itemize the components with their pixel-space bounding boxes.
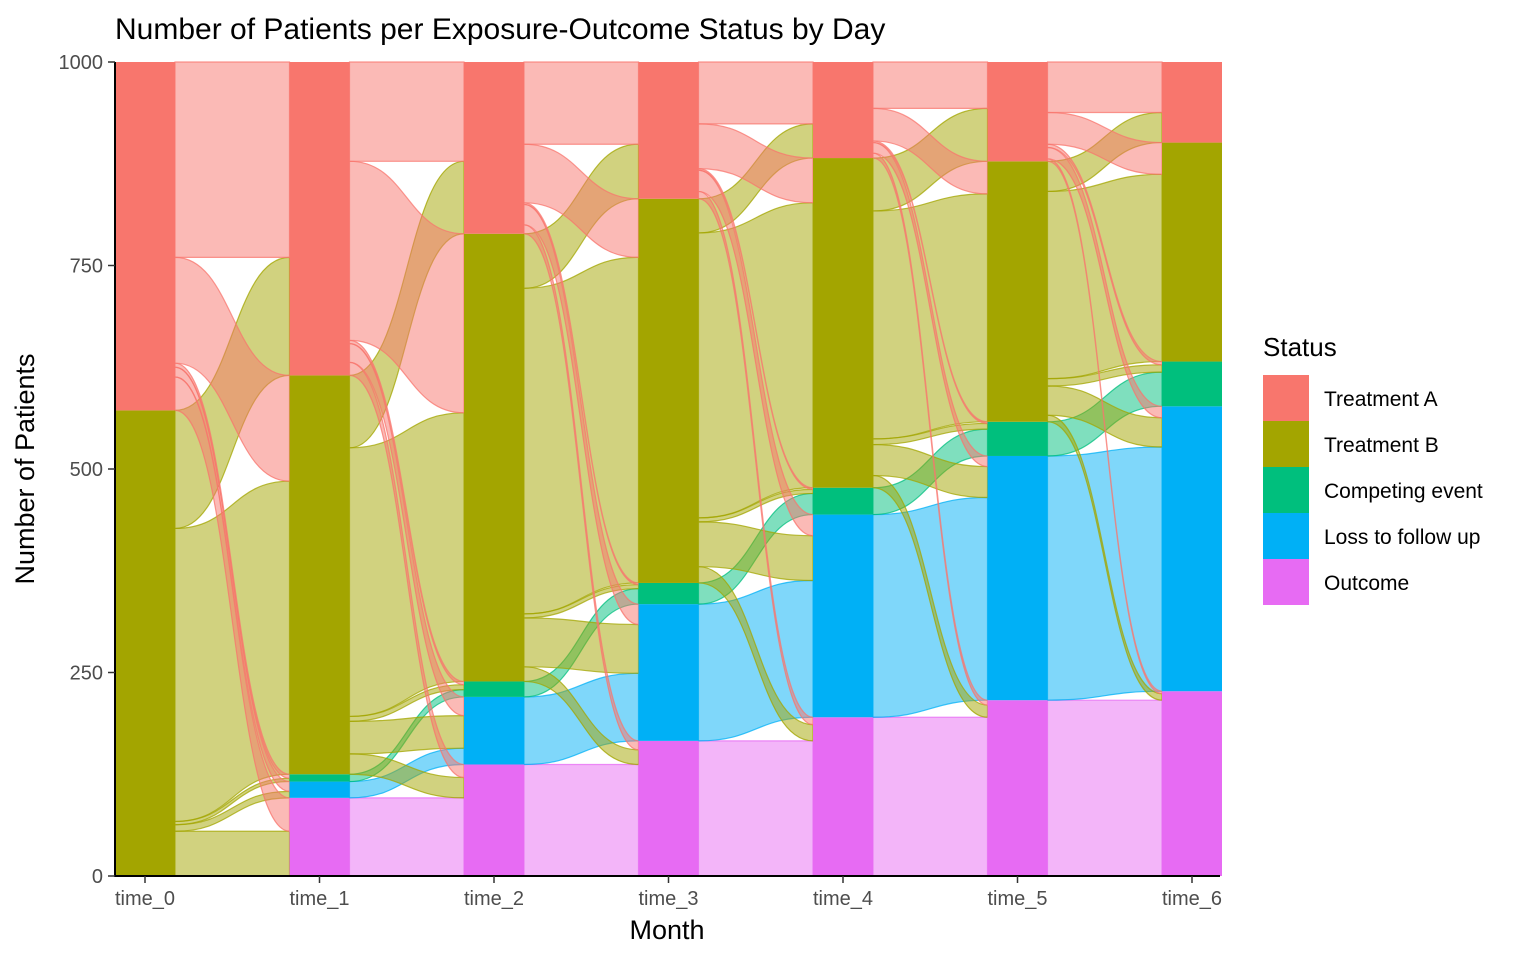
stratum-outcome-time_3 bbox=[638, 740, 699, 876]
legend-swatch-loss-to-follow-up bbox=[1263, 513, 1309, 559]
x-ticks: time_0 time_1 time_2 time_3 time_4 time_5 time… bbox=[115, 876, 1222, 910]
flow-treatment-a-to-treatment-a-time_5 bbox=[1046, 61, 1163, 114]
flow-outcome-to-outcome-time_5 bbox=[1046, 699, 1163, 877]
x-tick-label: time_4 bbox=[813, 888, 873, 910]
flow-layer bbox=[174, 61, 1163, 877]
stratum-treatment-b-time_6 bbox=[1162, 142, 1222, 362]
legend-label-treatment-b: Treatment B bbox=[1324, 434, 1439, 457]
stratum-outcome-time_5 bbox=[987, 700, 1048, 876]
flow-loss-to-follow-up-to-loss-to-follow-up-time_5 bbox=[1046, 446, 1163, 701]
stratum-outcome-time_6 bbox=[1162, 691, 1222, 876]
flow-treatment-a-to-treatment-a-time_4 bbox=[872, 61, 989, 109]
x-axis-label: Month bbox=[629, 915, 704, 945]
x-tick-label: time_0 bbox=[115, 888, 175, 910]
legend-label-loss-to-follow-up: Loss to follow up bbox=[1324, 526, 1480, 549]
flow-treatment-b-to-outcome-time_0 bbox=[174, 830, 291, 877]
flow-outcome-to-outcome-time_3 bbox=[697, 740, 814, 877]
flow-treatment-a-to-treatment-a-time_3 bbox=[697, 61, 814, 125]
legend-label-outcome: Outcome bbox=[1324, 572, 1409, 595]
legend: Status Treatment A Treatment B Competing e… bbox=[1263, 332, 1483, 605]
stratum-treatment-a-time_0 bbox=[115, 62, 175, 411]
stratum-outcome-time_1 bbox=[289, 797, 350, 876]
y-ticks: 0 250 500 750 1000 bbox=[59, 52, 115, 888]
legend-swatch-competing-event bbox=[1263, 467, 1309, 513]
stratum-treatment-b-time_5 bbox=[987, 161, 1048, 422]
x-tick-label: time_2 bbox=[464, 888, 524, 910]
y-tick-label: 500 bbox=[70, 459, 103, 481]
x-tick-label: time_6 bbox=[1162, 888, 1222, 910]
stratum-treatment-a-time_4 bbox=[813, 62, 873, 159]
stratum-competing-event-time_5 bbox=[987, 421, 1048, 456]
y-tick-label: 750 bbox=[70, 256, 103, 278]
flow-treatment-b-to-treatment-b-time_2 bbox=[523, 256, 640, 615]
legend-title: Status bbox=[1263, 332, 1337, 362]
stratum-treatment-b-time_0 bbox=[115, 410, 175, 876]
stratum-treatment-a-time_5 bbox=[987, 62, 1048, 162]
legend-label-competing-event: Competing event bbox=[1324, 480, 1483, 503]
flow-outcome-to-outcome-time_2 bbox=[523, 763, 640, 877]
y-tick-label: 1000 bbox=[59, 52, 104, 74]
stratum-loss-to-follow-up-time_6 bbox=[1162, 406, 1222, 692]
legend-items: Treatment A Treatment B Competing event Los… bbox=[1263, 375, 1483, 605]
stratum-treatment-a-time_6 bbox=[1162, 62, 1222, 143]
stratum-competing-event-time_3 bbox=[638, 582, 699, 605]
flow-outcome-to-outcome-time_4 bbox=[872, 716, 989, 877]
legend-swatch-treatment-b bbox=[1263, 421, 1309, 467]
y-axis-label: Number of Patients bbox=[10, 353, 40, 584]
legend-swatch-treatment-a bbox=[1263, 375, 1309, 421]
stratum-treatment-b-time_4 bbox=[813, 158, 873, 488]
x-tick-label: time_5 bbox=[987, 888, 1047, 910]
stratum-competing-event-time_1 bbox=[289, 774, 350, 782]
stratum-loss-to-follow-up-time_1 bbox=[289, 781, 350, 798]
stratum-treatment-a-time_3 bbox=[638, 62, 699, 199]
flow-treatment-a-to-treatment-a-time_2 bbox=[523, 61, 640, 145]
y-tick-label: 0 bbox=[92, 866, 103, 888]
stratum-layer bbox=[115, 62, 1222, 876]
flow-treatment-b-to-loss-to-follow-up-time_1 bbox=[348, 715, 465, 755]
stratum-loss-to-follow-up-time_2 bbox=[464, 696, 524, 765]
stratum-loss-to-follow-up-time_5 bbox=[987, 455, 1048, 701]
stratum-treatment-b-time_1 bbox=[289, 375, 350, 775]
stratum-outcome-time_4 bbox=[813, 717, 873, 876]
stratum-loss-to-follow-up-time_3 bbox=[638, 604, 699, 741]
chart-title: Number of Patients per Exposure-Outcome … bbox=[115, 13, 885, 46]
legend-swatch-outcome bbox=[1263, 559, 1309, 605]
stratum-treatment-b-time_2 bbox=[464, 233, 524, 682]
flow-treatment-a-to-treatment-a-time_0 bbox=[174, 61, 291, 258]
x-tick-label: time_1 bbox=[289, 888, 349, 910]
stratum-competing-event-time_2 bbox=[464, 681, 524, 697]
stratum-treatment-a-time_1 bbox=[289, 62, 350, 376]
y-tick-label: 250 bbox=[70, 663, 103, 685]
flow-treatment-b-to-treatment-b-time_4 bbox=[872, 193, 989, 440]
stratum-loss-to-follow-up-time_4 bbox=[813, 514, 873, 718]
stratum-competing-event-time_6 bbox=[1162, 361, 1222, 407]
flow-treatment-a-to-treatment-a-time_1 bbox=[348, 61, 465, 162]
flow-treatment-b-to-loss-to-follow-up-time_2 bbox=[523, 617, 640, 674]
legend-label-treatment-a: Treatment A bbox=[1324, 388, 1438, 411]
stratum-competing-event-time_4 bbox=[813, 487, 873, 515]
stratum-treatment-b-time_3 bbox=[638, 198, 699, 583]
x-tick-label: time_3 bbox=[638, 888, 698, 910]
flow-outcome-to-outcome-time_1 bbox=[348, 797, 465, 877]
stratum-treatment-a-time_2 bbox=[464, 62, 524, 234]
stratum-outcome-time_2 bbox=[464, 764, 524, 876]
